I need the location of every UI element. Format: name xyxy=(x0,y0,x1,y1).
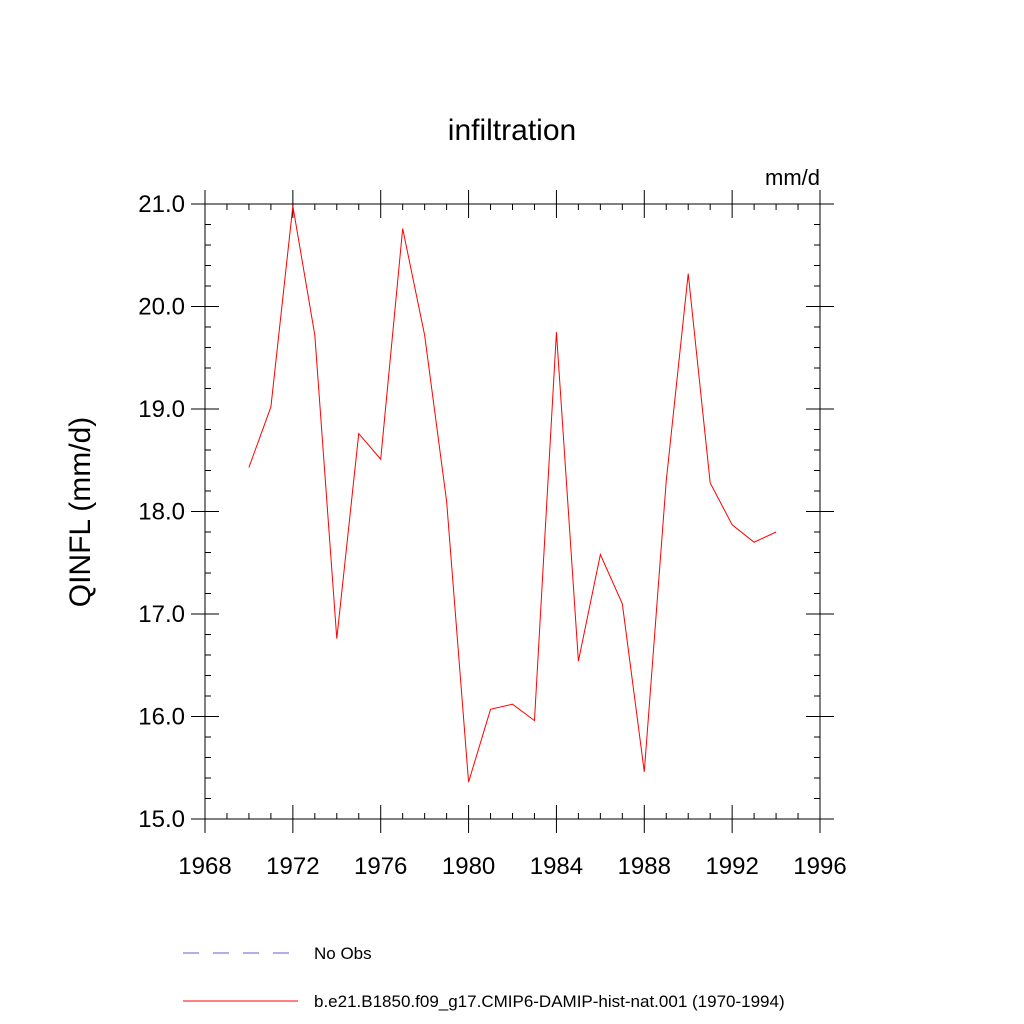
x-tick-label: 1968 xyxy=(178,853,231,880)
x-tick-label: 1992 xyxy=(705,853,758,880)
legend-label: b.e21.B1850.f09_g17.CMIP6-DAMIP-hist-nat… xyxy=(314,992,785,1011)
y-tick-label: 20.0 xyxy=(138,294,185,321)
x-tick-label: 1984 xyxy=(530,853,583,880)
chart-title: infiltration xyxy=(448,114,576,147)
x-tick-label: 1996 xyxy=(793,853,846,880)
y-tick-label: 15.0 xyxy=(138,806,185,833)
legend: No Obs b.e21.B1850.f09_g17.CMIP6-DAMIP-hi… xyxy=(183,944,785,1011)
units-label: mm/d xyxy=(765,165,820,190)
series-layer xyxy=(248,205,777,783)
x-tick-label: 1980 xyxy=(442,853,495,880)
y-axis: 15.0 16.0 17.0 18.0 19.0 20.0 21.0 xyxy=(138,191,834,833)
y-tick-label: 17.0 xyxy=(138,601,185,628)
x-tick-label: 1972 xyxy=(266,853,319,880)
y-tick-label: 19.0 xyxy=(138,396,185,423)
x-axis: 1968 1972 1976 1980 1984 1988 1992 1996 xyxy=(178,190,847,880)
y-tick-label: 16.0 xyxy=(138,704,185,731)
series-line xyxy=(248,205,777,783)
legend-label: No Obs xyxy=(314,944,372,963)
plot-frame xyxy=(204,203,821,820)
y-axis-label: QINFL (mm/d) xyxy=(64,417,97,608)
y-tick-label: 21.0 xyxy=(138,191,185,218)
y-tick-label: 18.0 xyxy=(138,499,185,526)
x-tick-label: 1988 xyxy=(618,853,671,880)
x-tick-label: 1976 xyxy=(354,853,407,880)
